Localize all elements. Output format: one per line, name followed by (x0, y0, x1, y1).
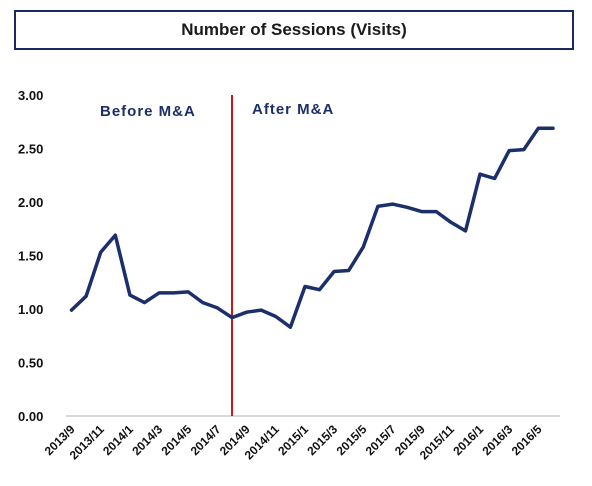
x-tick-label: 2014/5 (158, 422, 194, 458)
data-point (347, 268, 351, 272)
data-point (172, 291, 176, 295)
y-tick-label: 0.50 (18, 356, 43, 371)
data-point (186, 290, 190, 294)
data-point (259, 308, 263, 312)
data-point (230, 316, 234, 320)
x-tick-label: 2015/3 (304, 422, 340, 458)
x-tick-label: 2014/3 (129, 422, 165, 458)
x-axis-ticks: 2013/92013/112014/12014/32014/52014/7201… (42, 422, 545, 462)
x-tick-label: 2014/1 (100, 422, 136, 458)
x-tick-label: 2015/5 (334, 422, 370, 458)
data-point (288, 325, 292, 329)
data-point (201, 301, 205, 305)
data-point (536, 126, 540, 130)
data-point (157, 291, 161, 295)
data-point (84, 294, 88, 298)
y-tick-label: 3.00 (18, 88, 43, 103)
data-point (274, 314, 278, 318)
data-point (463, 229, 467, 233)
data-point (391, 202, 394, 206)
chart-title: Number of Sessions (Visits) (14, 10, 574, 50)
data-point (376, 204, 380, 208)
data-point (522, 148, 526, 152)
data-point (551, 126, 555, 130)
x-tick-label: 2016/1 (450, 422, 486, 458)
data-point (449, 220, 453, 224)
x-tick-label: 2015/1 (275, 422, 311, 458)
x-tick-label: 2016/5 (509, 422, 545, 458)
x-tick-label: 2014/7 (188, 422, 224, 458)
y-tick-label: 2.00 (18, 195, 43, 210)
data-point (493, 176, 497, 180)
data-point (70, 308, 73, 312)
data-point (318, 288, 322, 292)
data-point (113, 233, 117, 237)
data-point (420, 210, 424, 214)
x-tick-label: 2016/3 (479, 422, 515, 458)
data-point (332, 270, 336, 274)
data-point (361, 245, 365, 249)
data-point (405, 205, 409, 209)
data-point (99, 250, 103, 254)
y-tick-label: 1.50 (18, 249, 43, 264)
y-tick-label: 0.00 (18, 409, 43, 424)
before-ma-label: Before M&A (100, 103, 196, 120)
y-tick-label: 1.00 (18, 302, 43, 317)
data-point (142, 301, 146, 305)
x-tick-label: 2015/7 (363, 422, 399, 458)
data-point (245, 310, 249, 314)
data-point (434, 210, 438, 214)
data-point (478, 172, 482, 176)
data-point (128, 293, 132, 297)
y-axis-ticks: 0.00 0.50 1.00 1.50 2.00 2.50 3.00 (18, 88, 43, 424)
after-ma-label: After M&A (252, 101, 334, 118)
data-point (303, 285, 307, 289)
data-point (215, 306, 219, 310)
sessions-series-line (69, 126, 555, 329)
y-tick-label: 2.50 (18, 142, 43, 157)
series-points (70, 126, 555, 329)
data-point (507, 149, 511, 153)
